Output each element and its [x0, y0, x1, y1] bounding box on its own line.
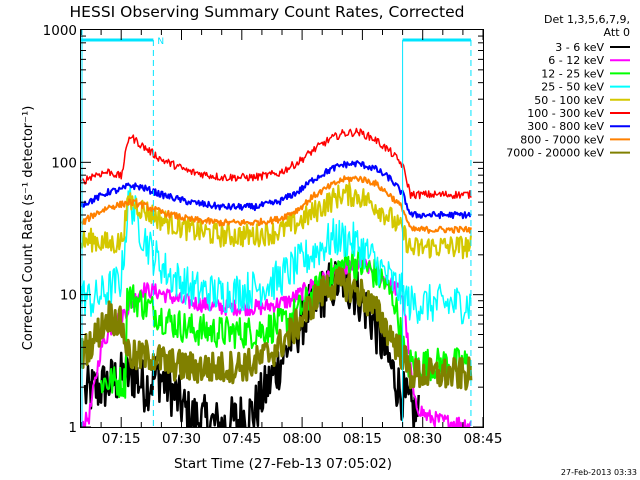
legend-header: Det 1,3,5,6,7,9, — [544, 13, 630, 26]
series-layer — [81, 127, 473, 427]
legend-entry-label: 7000 - 20000 keV — [506, 147, 604, 160]
marker-label: N — [157, 37, 164, 47]
y-tick-label: 1 — [68, 420, 77, 436]
x-tick-label: 08:30 — [403, 431, 442, 447]
x-tick-label: 08:00 — [283, 431, 322, 447]
legend-entry-label: 100 - 300 keV — [527, 107, 604, 120]
series-line-4 — [81, 182, 472, 260]
x-tick-label: 08:15 — [343, 431, 382, 447]
chart-title: HESSI Observing Summary Count Rates, Cor… — [70, 3, 465, 21]
legend-entry-label: 6 - 12 keV — [548, 54, 604, 67]
plot-frame — [80, 29, 484, 428]
attenuator-markers: N — [81, 30, 472, 427]
series-line-8 — [81, 266, 473, 391]
legend-entry-label: 12 - 25 keV — [541, 67, 604, 80]
series-line-5 — [81, 127, 472, 200]
series-line-3 — [81, 186, 472, 325]
legend-entry-label: 3 - 6 keV — [555, 41, 604, 54]
x-tick-label: 08:45 — [464, 431, 503, 447]
legend-entry-label: 800 - 7000 keV — [520, 133, 604, 146]
y-tick-label: 1000 — [43, 23, 77, 39]
legend-entry-label: 300 - 800 keV — [527, 120, 604, 133]
x-tick-label: 07:15 — [102, 431, 141, 447]
series-line-6 — [81, 160, 472, 220]
legend-entry-label: 50 - 100 keV — [534, 94, 604, 107]
series-line-1 — [81, 256, 472, 427]
x-tick-label: 07:45 — [222, 431, 261, 447]
x-tick-label: 07:30 — [162, 431, 201, 447]
legend-entry-label: 25 - 50 keV — [541, 81, 604, 94]
series-line-7 — [81, 175, 472, 234]
axes: 1 10 100 1000 07:15 07:30 07:45 08:00 08:15 08:30… — [43, 23, 503, 447]
timestamp-label: 27-Feb-2013 03:33 — [561, 468, 637, 477]
y-tick-label: 100 — [51, 155, 77, 171]
y-tick-label: 10 — [60, 288, 77, 304]
x-axis-label: Start Time (27-Feb-13 07:05:02) — [174, 456, 392, 472]
y-axis-label: Corrected Count Rate (s⁻¹ detector⁻¹) — [21, 106, 36, 351]
legend-header: Att 0 — [604, 26, 630, 39]
